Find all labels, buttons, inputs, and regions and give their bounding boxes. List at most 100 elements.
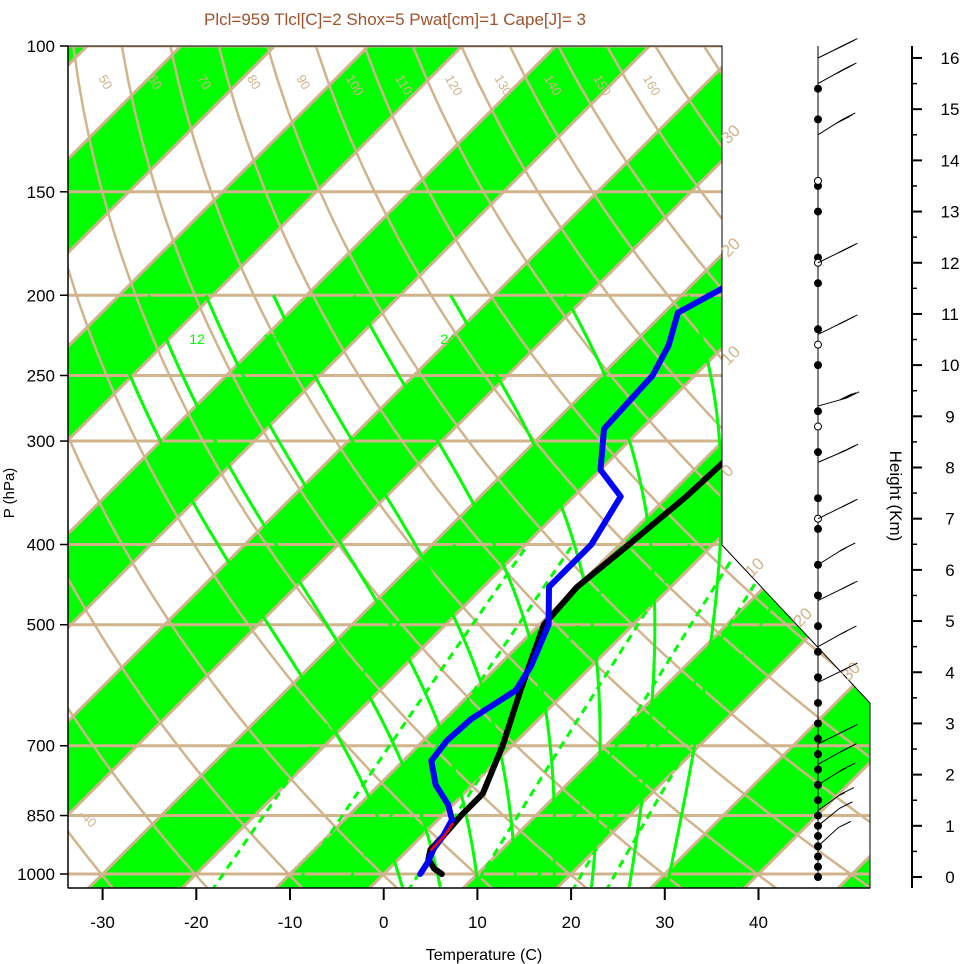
wind-barb — [817, 662, 858, 683]
height-point — [814, 765, 822, 774]
pressure-tick-label: 1000 — [17, 865, 55, 884]
isotherm-band — [68, 46, 870, 888]
height-point — [814, 622, 822, 631]
height-point-open — [814, 422, 822, 431]
height-point — [814, 811, 822, 820]
dry-adiabat-label: 70 — [194, 72, 214, 92]
dry-adiabat-label: 160 — [640, 72, 664, 98]
isotherm-line — [68, 46, 502, 888]
height-point — [814, 591, 822, 600]
pressure-tick-label: 400 — [27, 536, 55, 555]
height-tick-label: 5 — [945, 612, 954, 631]
temperature-tick-label: -30 — [90, 913, 115, 932]
height-point — [814, 407, 822, 416]
temperature-tick-label: 30 — [655, 913, 674, 932]
height-point — [814, 207, 822, 216]
dry-adiabat — [303, 46, 870, 888]
wind-barb — [817, 314, 858, 335]
temperature-tick-label: -10 — [278, 913, 303, 932]
isotherm-line — [0, 8, 31, 908]
height-point-open — [814, 340, 822, 349]
height-tick-label: 1 — [945, 817, 954, 836]
dry-adiabat — [256, 46, 870, 888]
wind-barb — [817, 242, 858, 264]
mixing-ratio-line — [340, 543, 575, 888]
chart-title: Plcl=959 Tlcl[C]=2 Shox=5 Pwat[cm]=1 Cap… — [204, 10, 586, 29]
height-tick-label: 8 — [945, 459, 954, 478]
mixing-ratio-line — [528, 543, 743, 888]
height-point-open — [814, 176, 822, 185]
wind-barb — [817, 580, 858, 602]
mixing-ratio-label: 12 — [189, 331, 205, 347]
mixing-ratio-label: 16 — [262, 331, 278, 347]
wind-barb — [817, 724, 858, 745]
temperature-tick-label: 10 — [468, 913, 487, 932]
height-point — [814, 448, 822, 457]
dry-adiabat-label: 50 — [95, 72, 115, 92]
dry-adiabat — [397, 46, 870, 888]
temperature-tick-label: 0 — [379, 913, 388, 932]
height-point — [814, 852, 822, 861]
height-tick-label: 10 — [941, 356, 960, 375]
wind-barb — [817, 762, 856, 786]
parcel-line — [430, 822, 454, 852]
dry-adiabat — [0, 8, 34, 908]
mixing-ratio-line — [604, 543, 811, 888]
height-point — [814, 494, 822, 503]
dry-adiabat — [68, 46, 420, 888]
pressure-tick-label: 700 — [27, 737, 55, 756]
dry-adiabat — [68, 46, 131, 888]
height-tick-label: 11 — [941, 305, 959, 324]
height-point — [814, 84, 822, 93]
dry-adiabat-label: 80 — [244, 72, 264, 92]
mixing-ratio-label: 3 — [362, 875, 369, 889]
isotherm-line — [254, 46, 870, 888]
moist-adiabat — [352, 294, 557, 888]
wind-barb — [817, 787, 855, 811]
pressure-tick-label: 150 — [27, 183, 55, 202]
dry-adiabat — [444, 46, 870, 888]
isotherm-band — [68, 46, 500, 888]
isotherm-line — [442, 46, 870, 888]
temperature-tick-label: 20 — [562, 913, 581, 932]
height-tick-label: 15 — [941, 100, 960, 119]
pressure-tick-label: 250 — [27, 366, 55, 385]
height-point — [814, 873, 822, 881]
sounding-series — [417, 46, 870, 877]
wind-barb — [817, 820, 851, 847]
wind-barb — [817, 743, 857, 765]
height-tick-label: 12 — [941, 254, 960, 273]
height-point — [814, 325, 822, 334]
height-point — [814, 734, 822, 743]
isotherm-line — [68, 46, 408, 888]
moist-adiabat — [204, 294, 481, 888]
wind-barb — [817, 62, 857, 85]
pressure-tick-label: 500 — [27, 616, 55, 635]
height-point — [814, 279, 822, 288]
wind-barb — [817, 801, 853, 827]
mixing-ratio-label: 32 — [649, 331, 665, 347]
height-tick-label: 9 — [945, 407, 954, 426]
height-tick-label: 3 — [945, 714, 954, 733]
wind-barb — [817, 625, 857, 648]
x-axis-label: Temperature (C) — [426, 947, 542, 964]
height-tick-label: 13 — [941, 203, 960, 222]
pressure-tick-label: 200 — [27, 286, 55, 305]
temperature-tick-label: -20 — [184, 913, 209, 932]
height-tick-label: 4 — [945, 663, 954, 682]
moist-adiabat — [449, 294, 602, 888]
moist-adiabat — [104, 312, 406, 888]
dewpoint-line — [417, 46, 870, 877]
wind-barb — [817, 38, 858, 59]
isotherm-band — [443, 46, 870, 888]
height-point — [814, 719, 822, 728]
moist-adiabat — [147, 294, 443, 888]
isotherm-label-right: 10 — [741, 554, 768, 581]
dry-adiabat-label: 120 — [442, 72, 466, 98]
dry-adiabat-label: 60 — [145, 72, 165, 92]
isotherm-line — [629, 46, 870, 888]
y-axis-label: P (hPa) — [1, 468, 18, 519]
height-axis-label: Height (Km) — [886, 451, 905, 542]
